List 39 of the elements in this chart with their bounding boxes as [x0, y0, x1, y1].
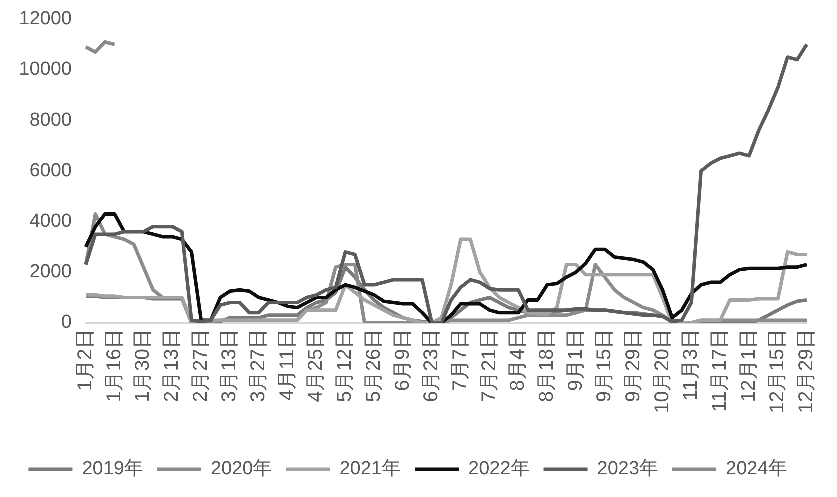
x-tick-label: 5月26日 [362, 329, 385, 402]
legend-label: 2019年 [82, 458, 144, 480]
y-tick-label: 10000 [19, 59, 72, 80]
x-tick-label: 1月30日 [132, 329, 154, 402]
x-tick-label: 11月3日 [680, 329, 702, 401]
x-tick-label: 8月4日 [507, 329, 530, 392]
x-tick-label: 4月25日 [305, 329, 328, 402]
x-tick-label: 8月18日 [536, 329, 558, 402]
x-tick-label: 7月7日 [449, 329, 472, 392]
x-tick-label: 12月1日 [738, 329, 760, 402]
x-tick-label: 12月29日 [796, 329, 818, 414]
y-tick-label: 2000 [30, 262, 72, 283]
legend-label: 2020年 [210, 458, 272, 480]
x-tick-label: 7月21日 [478, 329, 500, 402]
y-tick-label: 12000 [19, 8, 72, 30]
x-tick-label: 3月27日 [248, 329, 270, 402]
x-tick-label: 3月13日 [218, 329, 241, 402]
x-tick-label: 12月15日 [766, 329, 789, 414]
x-tick-label: 6月23日 [420, 329, 443, 402]
x-tick-label: 1月16日 [103, 329, 126, 402]
x-tick-label: 2月13日 [161, 329, 184, 402]
y-tick-label: 0 [61, 312, 72, 334]
x-tick-label: 4月11日 [276, 329, 298, 401]
y-tick-label: 8000 [30, 110, 72, 131]
legend-label: 2022年 [468, 458, 530, 480]
y-tick-label: 4000 [30, 211, 72, 232]
legend-label: 2024年 [726, 458, 788, 480]
x-tick-label: 9月15日 [594, 329, 616, 402]
legend-label: 2021年 [340, 458, 402, 480]
x-tick-label: 6月9日 [392, 329, 414, 392]
x-tick-label: 11月17日 [708, 329, 731, 412]
x-tick-label: 9月1日 [564, 329, 587, 392]
x-tick-label: 10月20日 [651, 329, 674, 414]
x-tick-label: 5月12日 [334, 329, 356, 402]
x-tick-label: 2月27日 [190, 329, 212, 402]
x-tick-label: 9月29日 [622, 329, 644, 402]
legend-label: 2023年 [597, 458, 659, 480]
x-tick-label: 1月2日 [74, 329, 97, 392]
y-tick-label: 6000 [30, 160, 72, 182]
